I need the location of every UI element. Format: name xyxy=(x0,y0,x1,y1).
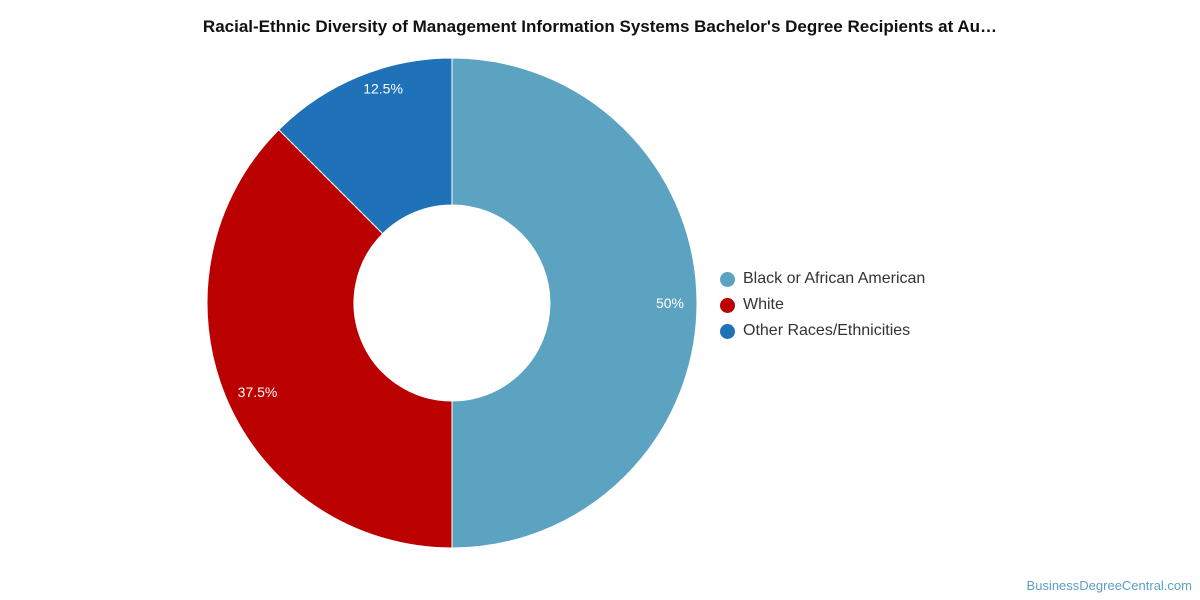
slice-label-black-or-african-american: 50% xyxy=(656,295,684,311)
chart-title: Racial-Ethnic Diversity of Management In… xyxy=(202,17,998,36)
legend-item-white[interactable]: White xyxy=(720,292,925,318)
source-credit[interactable]: BusinessDegreeCentral.com xyxy=(1026,578,1192,593)
legend-item-other-races-ethnicities[interactable]: Other Races/Ethnicities xyxy=(720,318,925,344)
slice-black-or-african-american[interactable] xyxy=(451,57,698,549)
legend-label: Black or African American xyxy=(743,270,926,287)
chart-legend: Black or African American White Other Race… xyxy=(720,266,925,344)
legend-swatch-icon xyxy=(720,297,735,313)
legend-swatch-icon xyxy=(720,271,735,287)
legend-swatch-icon xyxy=(720,323,735,339)
legend-item-black-or-african-american[interactable]: Black or African American xyxy=(720,266,925,292)
legend-label: Other Races/Ethnicities xyxy=(743,322,911,339)
slice-white[interactable] xyxy=(206,129,453,549)
legend-label: White xyxy=(743,296,784,313)
slice-other-races-ethnicities[interactable] xyxy=(278,57,453,235)
slice-label-white: 37.5% xyxy=(238,384,278,400)
slice-label-other-races-ethnicities: 12.5% xyxy=(363,81,403,97)
